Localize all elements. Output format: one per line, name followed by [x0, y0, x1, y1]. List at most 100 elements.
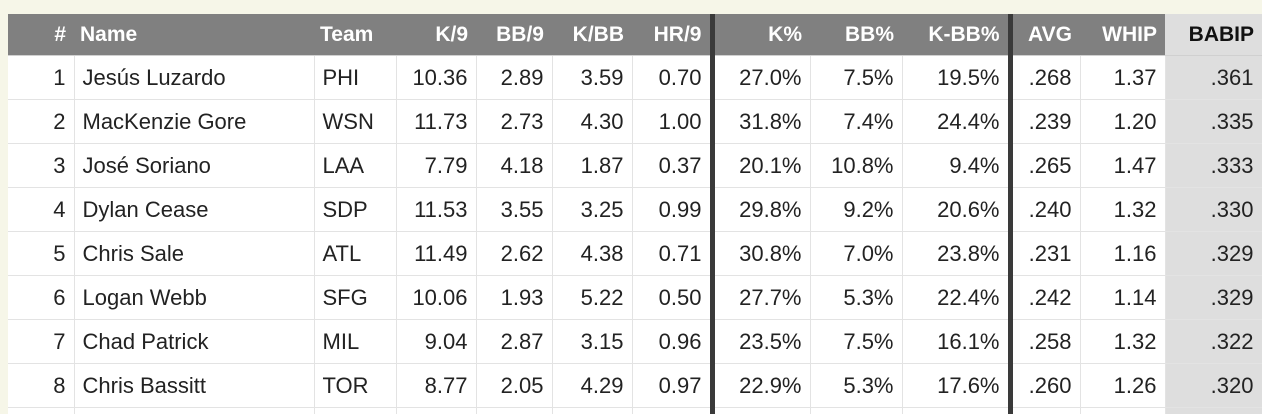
cell-babip: .329: [1165, 276, 1262, 320]
cell-k-pct: 22.9%: [712, 364, 810, 408]
cell-empty: [74, 408, 314, 414]
table-row-partial: [8, 408, 1262, 414]
cell-babip: .322: [1165, 320, 1262, 364]
cell-rank: 3: [8, 144, 74, 188]
cell-bb-pct: 7.4%: [810, 100, 902, 144]
cell-name[interactable]: Chris Sale: [74, 232, 314, 276]
cell-avg: .260: [1010, 364, 1080, 408]
cell-k-bb-pct: 24.4%: [902, 100, 1010, 144]
cell-team: PHI: [314, 56, 396, 100]
cell-team: SDP: [314, 188, 396, 232]
column-header-k-pct[interactable]: K%: [712, 14, 810, 56]
cell-kbb: 1.87: [552, 144, 632, 188]
cell-team: ATL: [314, 232, 396, 276]
cell-name[interactable]: Logan Webb: [74, 276, 314, 320]
cell-k-bb-pct: 20.6%: [902, 188, 1010, 232]
cell-whip: 1.20: [1080, 100, 1165, 144]
cell-babip: .335: [1165, 100, 1262, 144]
cell-k9: 11.53: [396, 188, 476, 232]
cell-babip: .329: [1165, 232, 1262, 276]
cell-whip: 1.26: [1080, 364, 1165, 408]
column-header-babip[interactable]: BABIP: [1165, 14, 1262, 56]
column-header-bb9[interactable]: BB/9: [476, 14, 552, 56]
column-header-whip[interactable]: WHIP: [1080, 14, 1165, 56]
cell-bb-pct: 5.3%: [810, 364, 902, 408]
column-header-k-bb-pct[interactable]: K-BB%: [902, 14, 1010, 56]
cell-bb-pct: 5.3%: [810, 276, 902, 320]
cell-bb9: 2.89: [476, 56, 552, 100]
cell-k9: 7.79: [396, 144, 476, 188]
cell-whip: 1.32: [1080, 320, 1165, 364]
cell-hr9: 0.70: [632, 56, 712, 100]
cell-kbb: 3.59: [552, 56, 632, 100]
column-header-team[interactable]: Team: [314, 14, 396, 56]
cell-name[interactable]: Jesús Luzardo: [74, 56, 314, 100]
cell-whip: 1.32: [1080, 188, 1165, 232]
column-header-rank[interactable]: #: [8, 14, 74, 56]
cell-rank: 5: [8, 232, 74, 276]
cell-k-bb-pct: 9.4%: [902, 144, 1010, 188]
column-header-hr9[interactable]: HR/9: [632, 14, 712, 56]
cell-rank: 2: [8, 100, 74, 144]
cell-hr9: 0.99: [632, 188, 712, 232]
leaderboard-table: # Name Team K/9 BB/9 K/BB HR/9 K% BB% K-…: [8, 14, 1262, 414]
cell-hr9: 0.50: [632, 276, 712, 320]
header-row: # Name Team K/9 BB/9 K/BB HR/9 K% BB% K-…: [8, 14, 1262, 56]
cell-bb-pct: 9.2%: [810, 188, 902, 232]
cell-name[interactable]: MacKenzie Gore: [74, 100, 314, 144]
cell-bb9: 4.18: [476, 144, 552, 188]
cell-rank: 8: [8, 364, 74, 408]
cell-rank: 4: [8, 188, 74, 232]
cell-empty: [810, 408, 902, 414]
cell-name[interactable]: Chad Patrick: [74, 320, 314, 364]
column-header-bb-pct[interactable]: BB%: [810, 14, 902, 56]
cell-hr9: 0.37: [632, 144, 712, 188]
cell-k-bb-pct: 17.6%: [902, 364, 1010, 408]
column-header-kbb[interactable]: K/BB: [552, 14, 632, 56]
cell-whip: 1.14: [1080, 276, 1165, 320]
cell-avg: .258: [1010, 320, 1080, 364]
cell-avg: .268: [1010, 56, 1080, 100]
cell-bb9: 2.62: [476, 232, 552, 276]
cell-k-pct: 27.0%: [712, 56, 810, 100]
cell-bb9: 2.73: [476, 100, 552, 144]
cell-team: TOR: [314, 364, 396, 408]
cell-k-bb-pct: 19.5%: [902, 56, 1010, 100]
cell-k9: 11.73: [396, 100, 476, 144]
cell-whip: 1.16: [1080, 232, 1165, 276]
cell-babip: .330: [1165, 188, 1262, 232]
column-header-k9[interactable]: K/9: [396, 14, 476, 56]
cell-bb-pct: 7.5%: [810, 320, 902, 364]
cell-name[interactable]: Dylan Cease: [74, 188, 314, 232]
leaderboard-table-container: # Name Team K/9 BB/9 K/BB HR/9 K% BB% K-…: [8, 14, 1262, 414]
cell-name[interactable]: José Soriano: [74, 144, 314, 188]
cell-team: LAA: [314, 144, 396, 188]
cell-kbb: 3.25: [552, 188, 632, 232]
cell-k9: 10.06: [396, 276, 476, 320]
column-header-avg[interactable]: AVG: [1010, 14, 1080, 56]
cell-rank: 7: [8, 320, 74, 364]
cell-kbb: 4.30: [552, 100, 632, 144]
cell-empty: [1010, 408, 1080, 414]
cell-team: WSN: [314, 100, 396, 144]
cell-k-pct: 23.5%: [712, 320, 810, 364]
cell-bb9: 2.87: [476, 320, 552, 364]
cell-rank: 6: [8, 276, 74, 320]
column-header-name[interactable]: Name: [74, 14, 314, 56]
cell-babip: .320: [1165, 364, 1262, 408]
cell-k9: 8.77: [396, 364, 476, 408]
cell-babip: .361: [1165, 56, 1262, 100]
cell-name[interactable]: Chris Bassitt: [74, 364, 314, 408]
cell-k-pct: 30.8%: [712, 232, 810, 276]
cell-bb9: 1.93: [476, 276, 552, 320]
cell-avg: .265: [1010, 144, 1080, 188]
cell-k9: 11.49: [396, 232, 476, 276]
